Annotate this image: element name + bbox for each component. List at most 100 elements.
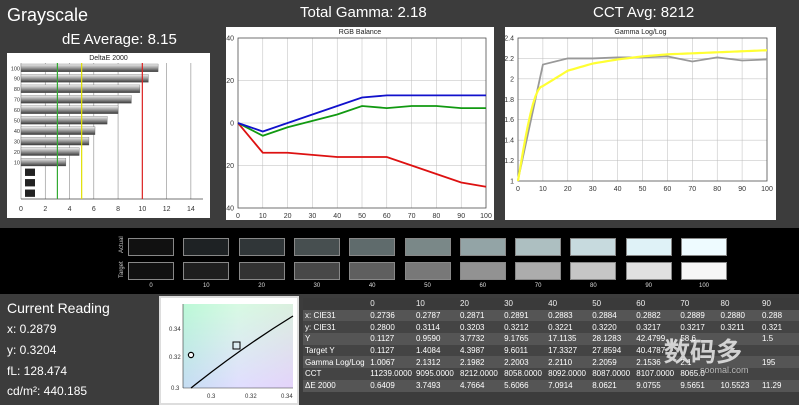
target-swatch [459, 262, 506, 280]
table-header-cell: 20 [458, 298, 503, 310]
de-ytick-label: 40 [14, 129, 20, 135]
de-ytick-label: 20 [14, 150, 20, 156]
target-swatch [625, 262, 672, 280]
de-xtick-label: 0 [19, 206, 23, 213]
table-cell: 8.0621 [590, 379, 635, 392]
rgb-xtick-label: 90 [457, 213, 465, 220]
gamma-xtick-label: 40 [614, 186, 622, 193]
rgb-series-line [237, 105, 486, 137]
table-cell: 2.2059 [590, 356, 635, 369]
swatch-level-label: 40 [368, 283, 376, 289]
de-ytick-label: 70 [14, 98, 20, 104]
target-swatch [238, 262, 285, 280]
de-bar [20, 95, 132, 104]
table-cell: 42.4799 [634, 333, 679, 345]
table-header-cell: 90 [760, 298, 799, 310]
table-cell [718, 344, 760, 357]
de-ytick-label: 60 [14, 108, 20, 114]
cie-xtick-034: 0.34 [281, 394, 293, 400]
gamma-ytick-label: 1 [510, 179, 514, 186]
table-row: y: CIE31 0.2800 0.3114 0.3203 0.3212 0.3221 0.… [303, 321, 799, 334]
blackbody-curve [190, 315, 294, 389]
table-cell: 0.2884 [590, 309, 635, 322]
table-cell: 0.3220 [590, 321, 635, 334]
actual-swatch [183, 238, 230, 256]
de-bar [20, 74, 149, 83]
actual-swatch [404, 238, 451, 256]
table-cell: 2.1982 [458, 356, 503, 369]
table-cell: 11.29 [760, 379, 799, 392]
de-xtick-label: 6 [92, 206, 96, 213]
table-cell: 0.2800 [368, 321, 414, 334]
table-cell: 0.2787 [413, 309, 459, 322]
gamma-ytick-label: 1.8 [505, 97, 514, 104]
target-swatch [293, 262, 340, 280]
table-row: x: CIE31 0.2736 0.2787 0.2871 0.2891 0.2883 0.… [303, 309, 799, 322]
rgb-ytick-label: 40 [226, 206, 234, 213]
table-cell: 27.8594 [590, 344, 635, 357]
table-cell: 8107.0000 [634, 368, 679, 380]
target-swatch [681, 262, 727, 280]
swatch-level-label: 80 [590, 283, 597, 289]
cie-plot: 0.34 0.32 0.3 0.3 0.32 0.34 [159, 296, 299, 405]
swatch-level-label: 0 [149, 283, 153, 289]
de-bar [20, 147, 80, 156]
gamma-ytick-label: 2 [510, 76, 514, 83]
table-header-cell: 80 [718, 298, 760, 310]
table-cell: 58.6 [678, 333, 719, 345]
gamma-xtick-label: 10 [539, 186, 547, 193]
de-bar [20, 105, 119, 114]
table-cell: y: CIE31 [303, 321, 369, 334]
table-cell [760, 368, 799, 380]
table-cell: 0.6409 [368, 379, 414, 392]
table-cell: 11239.0000 [368, 368, 414, 380]
gamma-ytick-label: 2.2 [505, 56, 514, 63]
table-cell: 2.1536 [634, 356, 679, 369]
rgb-balance-chart: RGB Balance 40 20 0 20 40 0 10 20 30 40 50 60 70 80 90… [226, 27, 494, 220]
table-header-cell: 30 [502, 298, 547, 310]
table-cell: 9.5651 [678, 379, 719, 392]
de-bar-low [25, 168, 35, 176]
reading-fl: fL: 128.474 [7, 364, 68, 378]
table-header-cell [303, 298, 369, 310]
de-bar [20, 137, 90, 146]
table-cell: 1.5 [760, 333, 799, 345]
target-row-label: Target [119, 261, 125, 278]
table-cell: 17.3327 [546, 344, 591, 357]
reading-y: y: 0.3204 [7, 343, 57, 357]
table-cell: 0.2880 [718, 309, 760, 322]
measured-point-marker [187, 351, 195, 359]
table-cell: 2.1312 [413, 356, 459, 369]
de-bar [20, 84, 141, 93]
gamma-xtick-label: 30 [589, 186, 597, 193]
table-cell: Gamma Log/Log [303, 356, 369, 369]
swatch-level-label: 50 [424, 283, 431, 289]
gamma-xtick-label: 70 [688, 186, 696, 193]
actual-swatch [570, 238, 617, 256]
swatch-level-label: 60 [479, 283, 487, 289]
gamma-xtick-label: 80 [713, 186, 721, 193]
table-header-cell: 10 [413, 298, 459, 310]
swatch-level-label: 10 [202, 283, 210, 289]
de-xtick-label: 10 [138, 206, 146, 213]
table-cell: 4.7664 [458, 379, 503, 392]
gamma-chart-title: Gamma Log/Log [614, 29, 667, 36]
de-ytick-label: 10 [14, 160, 20, 166]
swatch-level-label: 100 [698, 283, 709, 289]
de-xtick-label: 12 [163, 206, 171, 213]
table-cell: 7.0914 [546, 379, 591, 392]
actual-swatch [349, 238, 396, 256]
table-cell: 0.3203 [458, 321, 503, 334]
table-cell: 3.7493 [413, 379, 459, 392]
gamma-ytick-label: 1.6 [505, 117, 514, 124]
de-ytick-label: 100 [11, 66, 20, 72]
watermark-url: soomal.com [700, 365, 749, 375]
table-cell: 0.3212 [502, 321, 547, 334]
de-xtick-label: 2 [43, 206, 47, 213]
table-row: ΔE 2000 0.6409 3.7493 4.7664 5.6066 7.0914 8.0… [303, 379, 799, 392]
rgb-xtick-label: 40 [333, 213, 341, 220]
delta-e-chart: DeltaE 2000 100 90 80 70 60 50 40 30 20 10 0 2 4 6 8 10… [7, 53, 210, 218]
actual-swatch [128, 238, 174, 256]
table-cell: 8212.0000 [458, 368, 503, 380]
table-cell: 0.3217 [678, 321, 719, 334]
